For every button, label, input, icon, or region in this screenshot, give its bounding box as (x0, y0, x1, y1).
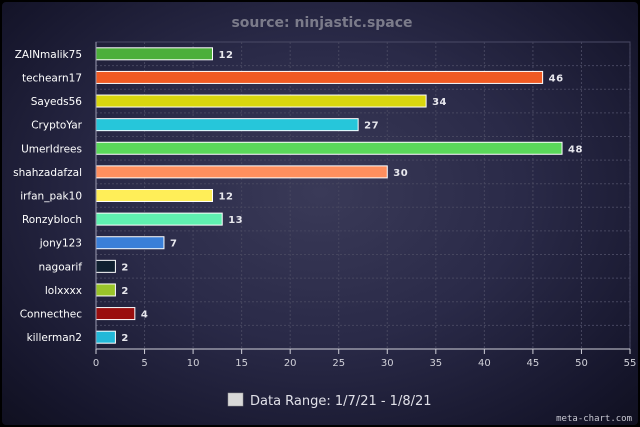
legend-label: Data Range: 1/7/21 - 1/8/21 (250, 394, 432, 409)
bar (95, 94, 427, 108)
chart-title: source: ninjastic.space (231, 15, 412, 31)
category-label: CryptoYar (31, 120, 82, 132)
bar (95, 330, 116, 344)
bar (95, 118, 359, 132)
category-label: techearn17 (22, 72, 82, 84)
category-label: Sayeds56 (31, 96, 83, 108)
x-tick-label: 40 (478, 358, 491, 369)
x-tick-label: 20 (284, 358, 297, 369)
bar-value-label: 2 (121, 286, 128, 297)
legend-swatch (227, 392, 244, 407)
x-tick-label: 35 (429, 358, 442, 369)
x-tick-label: 55 (624, 358, 637, 369)
bar (95, 189, 214, 202)
x-axis: 0 5 10 15 20 25 30 35 40 45 50 55 (93, 42, 637, 369)
legend: Data Range: 1/7/21 - 1/8/21 (227, 392, 432, 409)
bar (95, 307, 136, 321)
bar-value-label: 46 (549, 73, 564, 84)
bar (95, 259, 116, 273)
x-tick-label: 50 (575, 358, 588, 369)
bar (95, 70, 544, 84)
bar (95, 47, 214, 61)
bars: 12 46 34 27 48 30 12 13 7 2 2 4 2 (95, 47, 583, 344)
category-label: nagoarif (38, 261, 82, 273)
x-tick-label: 10 (187, 358, 200, 369)
x-tick-label: 15 (235, 358, 248, 369)
x-tick-label: 30 (381, 358, 394, 369)
category-label: jony123 (39, 238, 82, 250)
bar-value-label: 48 (568, 144, 583, 155)
category-label: Ronzybloch (22, 214, 82, 226)
bar-value-label: 27 (364, 121, 379, 132)
category-label: shahzadafzal (13, 167, 82, 179)
bar-value-label: 2 (121, 333, 128, 344)
bar (95, 236, 165, 250)
bar-value-label: 7 (170, 239, 177, 250)
x-tick-label: 5 (141, 358, 147, 369)
category-label: UmerIdrees (21, 143, 82, 155)
x-tick-label: 45 (527, 358, 540, 369)
x-tick-label: 25 (332, 358, 345, 369)
bar-value-label: 4 (141, 310, 148, 321)
category-labels: ZAINmalik75 techearn17 Sayeds56 CryptoYar Um… (13, 49, 83, 344)
category-label: lolxxxx (45, 285, 82, 297)
bar (95, 283, 116, 297)
bar-value-label: 30 (393, 168, 408, 179)
bar (95, 165, 388, 179)
bar-value-label: 2 (121, 262, 128, 273)
bar-value-label: 34 (432, 97, 447, 108)
category-label: irfan_pak10 (20, 191, 82, 203)
bar (95, 212, 223, 226)
x-tick-label: 0 (93, 358, 99, 369)
category-label: Connecthec (20, 309, 83, 321)
bar-value-label: 12 (219, 50, 234, 61)
bar-value-label: 12 (219, 192, 234, 203)
category-label: ZAINmalik75 (15, 49, 82, 61)
credit-text: meta-chart.com (556, 414, 632, 424)
category-label: killerman2 (27, 332, 82, 344)
bar-value-label: 13 (228, 215, 243, 226)
bar (95, 141, 563, 155)
